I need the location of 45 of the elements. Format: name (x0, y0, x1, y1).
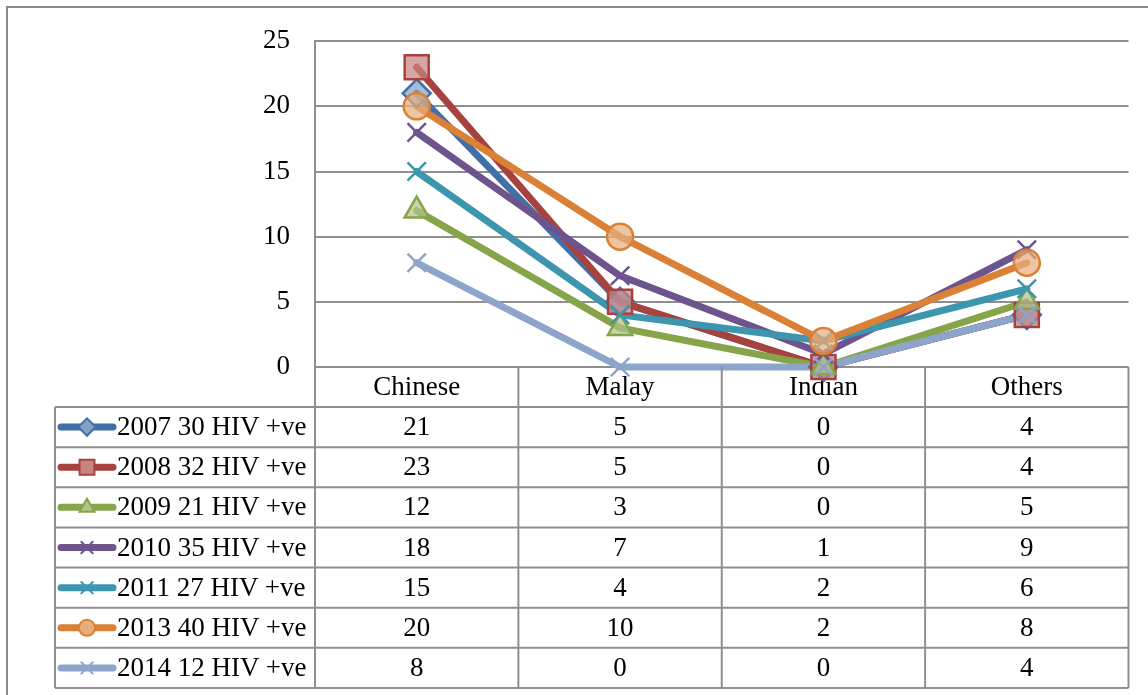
data-label: 0 (816, 411, 831, 442)
data-label: 3 (613, 491, 627, 522)
y-tick-label: 25 (263, 24, 290, 55)
legend-label: 2013 40 HIV +ve (117, 611, 307, 642)
data-label: 2 (816, 571, 831, 602)
y-tick-label: 15 (263, 154, 290, 185)
legend-label: 2009 21 HIV +ve (117, 491, 307, 522)
data-label: 4 (1020, 652, 1035, 683)
x-tick-label: Chinese (373, 371, 461, 402)
data-label: 0 (816, 451, 831, 482)
data-label: 10 (606, 611, 634, 642)
data-label: 7 (613, 531, 627, 562)
data-label: 8 (1020, 611, 1034, 642)
data-label: 15 (403, 571, 431, 602)
data-label: 18 (403, 531, 431, 562)
data-label: 12 (403, 491, 431, 522)
data-label: 4 (613, 571, 628, 602)
x-tick-label: Indian (788, 371, 859, 402)
data-label: 23 (403, 451, 431, 482)
data-label: 21 (403, 411, 431, 442)
y-tick-label: 0 (276, 350, 290, 381)
legend-label: 2008 32 HIV +ve (117, 451, 307, 482)
legend-label: 2007 30 HIV +ve (117, 411, 307, 442)
y-tick-label: 10 (263, 219, 290, 250)
data-label: 2 (816, 611, 831, 642)
x-tick-label: Others (990, 371, 1063, 402)
legend-label: 2014 12 HIV +ve (117, 652, 307, 683)
y-tick-label: 5 (276, 284, 290, 315)
data-label: 0 (816, 491, 831, 522)
data-label: 0 (816, 652, 831, 683)
data-label: 5 (613, 411, 627, 442)
data-label: 0 (613, 652, 627, 683)
data-label: 1 (816, 531, 831, 562)
data-label: 20 (403, 611, 431, 642)
x-tick-label: Malay (585, 371, 656, 402)
data-label: 9 (1020, 531, 1034, 562)
data-label: 5 (613, 451, 627, 482)
data-label: 8 (409, 652, 424, 683)
data-label: 4 (1020, 451, 1035, 482)
legend-label: 2010 35 HIV +ve (117, 531, 307, 562)
legend-label: 2011 27 HIV +ve (117, 571, 306, 602)
data-label: 5 (1020, 491, 1034, 522)
data-label: 4 (1020, 411, 1035, 442)
y-tick-label: 20 (263, 89, 290, 120)
data-label: 6 (1020, 571, 1034, 602)
